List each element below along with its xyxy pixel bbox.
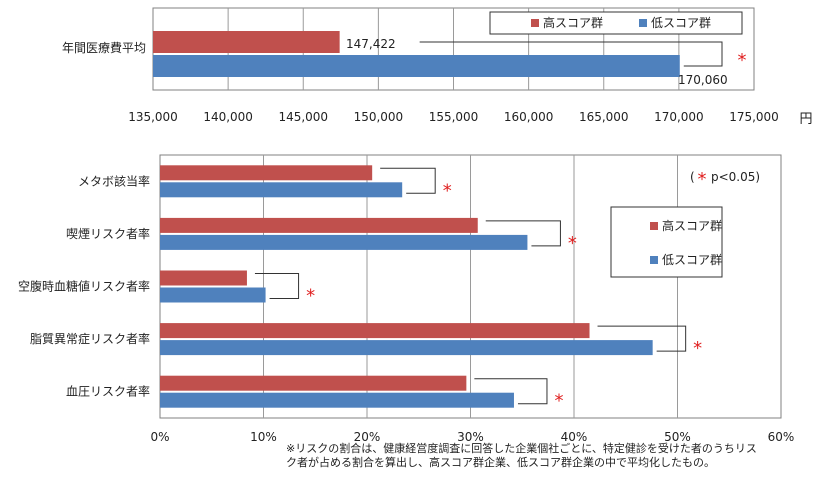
legend-box (489, 11, 743, 35)
x-tick-label: 160,000 (504, 110, 554, 124)
significance-marker: * (306, 286, 315, 307)
x-tick-label: 150,000 (354, 110, 404, 124)
significance-bracket (254, 273, 300, 299)
category-label: 血圧リスク者率 (66, 384, 150, 399)
x-tick-label: 20% (354, 430, 381, 444)
x-tick-label: 135,000 (128, 110, 178, 124)
bar (160, 234, 528, 250)
significance-bracket (597, 325, 687, 352)
legend-swatch (650, 256, 658, 264)
x-tick-label: 165,000 (579, 110, 629, 124)
category-label: 空腹時血糖値リスク者率 (18, 279, 150, 294)
p-value-note-open: ( (690, 170, 695, 184)
x-tick-label: 40% (561, 430, 588, 444)
legend-box (610, 206, 723, 278)
significance-bracket (419, 41, 723, 67)
legend-label: 低スコア群 (651, 16, 711, 30)
x-tick-label: 155,000 (429, 110, 479, 124)
category-label: 年間医療費平均 (62, 40, 146, 55)
significance-bracket (474, 378, 548, 405)
legend-label: 低スコア群 (662, 253, 722, 267)
bar (160, 270, 247, 286)
x-tick-label: 0% (150, 430, 169, 444)
significance-marker: * (738, 50, 747, 71)
footnote-line-2: ク者が占める割合を算出し、高スコア群企業、低スコア群企業の中で平均化したもの。 (286, 456, 715, 469)
medical-cost-chart: 135,000 140,000 145,000 150,000 155,000 160,0… (62, 7, 813, 127)
x-tick-label: 10% (250, 430, 277, 444)
legend-swatch (639, 19, 647, 27)
bar (160, 340, 653, 356)
x-tick-label: 170,000 (654, 110, 704, 124)
x-tick-label: 140,000 (203, 110, 253, 124)
bar (160, 217, 478, 233)
x-tick-label: 30% (457, 430, 484, 444)
data-label: 147,422 (346, 37, 396, 51)
significance-marker: * (568, 233, 577, 254)
significance-bracket (380, 167, 436, 194)
legend-label: 高スコア群 (662, 218, 722, 233)
bar (160, 165, 373, 181)
data-label: 170,060 (678, 73, 728, 87)
significance-marker: * (693, 338, 702, 359)
significance-marker: * (554, 391, 563, 412)
x-tick-label: 145,000 (278, 110, 328, 124)
x-tick-label: 60% (768, 430, 795, 444)
footnote-line-1: ※リスクの割合は、健康経営度調査に回答した企業個社ごとに、特定健診を受けた者のう… (286, 442, 757, 455)
bar (153, 55, 680, 77)
significance-bracket (485, 220, 561, 247)
category-label: 脂質異常症リスク者率 (30, 331, 150, 346)
legend-swatch (531, 19, 539, 27)
x-tick-label: 175,000 (729, 110, 779, 124)
bar (160, 323, 590, 339)
bar (160, 287, 266, 303)
x-tick-label: 50% (664, 430, 691, 444)
bar (160, 392, 514, 408)
p-value-note-marker: * (698, 169, 707, 190)
bar (153, 31, 340, 53)
category-label: メタボ該当率 (78, 173, 150, 188)
legend-label: 高スコア群 (543, 15, 603, 30)
category-label: 喫煙リスク者率 (66, 226, 150, 241)
footnote: ※リスクの割合は、健康経営度調査に回答した企業個社ごとに、特定健診を受けた者のう… (286, 442, 806, 470)
significance-marker: * (443, 180, 452, 201)
p-value-note: p<0.05) (711, 170, 760, 184)
x-axis-unit: 円 (799, 112, 812, 127)
bar (160, 375, 467, 391)
bar (160, 182, 403, 198)
risk-rate-chart: 0% 10% 20% 30% 40% 50% 60% メタボ該当率 * 喫煙リスク者率 * 空腹時血糖… (18, 154, 795, 444)
legend-swatch (650, 222, 658, 230)
